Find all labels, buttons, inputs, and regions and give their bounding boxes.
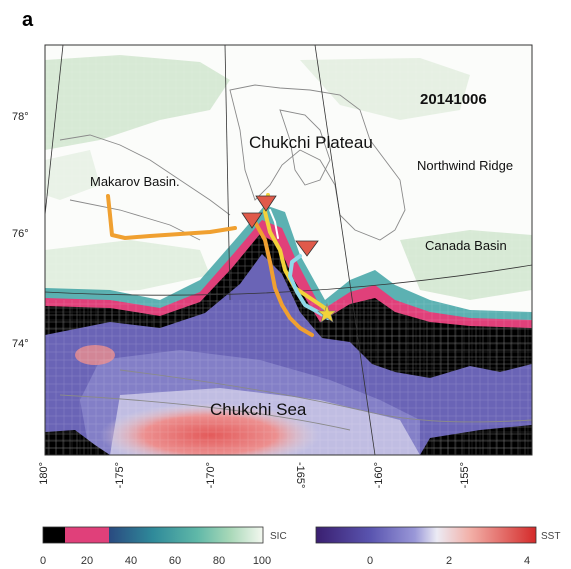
- sst-tick: 0: [367, 555, 373, 567]
- sic-tick: 100: [253, 555, 271, 567]
- canada-basin-label: Canada Basin: [425, 238, 507, 253]
- map-frame: [44, 44, 533, 456]
- sst-tick: 4: [524, 555, 530, 567]
- chukchi-plateau-label: Chukchi Plateau: [249, 133, 373, 152]
- sic-colorbar-label: SIC: [270, 531, 287, 542]
- sst-colorbar-ramp: [315, 526, 537, 544]
- sst-colorbar-label: SST: [541, 531, 560, 542]
- makarov-basin-label: Makarov Basin.: [90, 174, 180, 189]
- track-orange-south: [253, 220, 314, 337]
- sst-colorbar: SST 0 2 4: [315, 526, 560, 567]
- sic-tick: 20: [81, 555, 93, 567]
- date-label: 20141006: [420, 91, 487, 108]
- lat-tick: 78°: [12, 111, 29, 123]
- graticule: [45, 45, 532, 455]
- latitude-ticks: 78° 76° 74°: [12, 111, 29, 350]
- sic-tick: 80: [213, 555, 225, 567]
- track-orange-west: [106, 194, 237, 240]
- drifter-tracks: [106, 193, 332, 337]
- lat-tick: 74°: [12, 338, 29, 350]
- northwind-ridge-label: Northwind Ridge: [417, 158, 513, 173]
- lon-tick: -175°: [114, 462, 126, 488]
- deployment-marker: [241, 212, 263, 229]
- lon-tick: 180°: [38, 462, 50, 485]
- endpoint-star: [317, 302, 337, 323]
- sic-colorbar-ramp: [42, 526, 264, 544]
- chukchi-sea-label: Chukchi Sea: [210, 400, 307, 419]
- track-yellow: [263, 193, 332, 320]
- track-white: [269, 209, 279, 239]
- map-area: 20141006 Chukchi Plateau Makarov Basin. …: [45, 45, 532, 455]
- lon-tick: -170°: [205, 462, 217, 488]
- deployment-markers: [241, 195, 319, 257]
- sic-tick: 60: [169, 555, 181, 567]
- lat-tick: 76°: [12, 228, 29, 240]
- panel-letter: a: [22, 9, 34, 31]
- sst-tick: 2: [446, 555, 452, 567]
- sic-colorbar: SIC 0 20 40 60 80 100: [40, 526, 287, 567]
- deployment-marker: [255, 195, 277, 212]
- longitude-ticks: 180° -175° -170° -165° -160° -155°: [38, 462, 471, 488]
- track-cyan: [288, 254, 330, 320]
- lon-tick: -160°: [373, 462, 385, 488]
- sic-tick: 40: [125, 555, 137, 567]
- sic-tick: 0: [40, 555, 46, 567]
- lon-tick: -165°: [294, 462, 306, 488]
- bathymetry-contours: [59, 84, 532, 431]
- lon-tick: -155°: [459, 462, 471, 488]
- deployment-marker: [295, 240, 319, 257]
